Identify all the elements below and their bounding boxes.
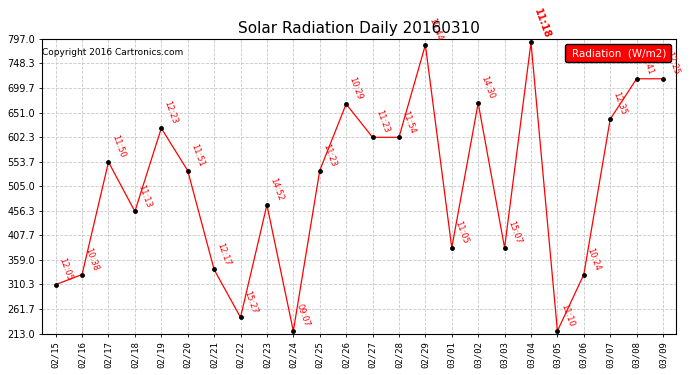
- Text: 12:25: 12:25: [664, 51, 681, 76]
- Text: 11:41: 11:41: [638, 51, 655, 76]
- Text: 12:17: 12:17: [215, 241, 232, 267]
- Text: 15:07: 15:07: [506, 219, 522, 245]
- Legend: Radiation  (W/m2): Radiation (W/m2): [565, 44, 671, 63]
- Text: 12:23: 12:23: [163, 100, 179, 126]
- Text: 14:30: 14:30: [480, 75, 496, 100]
- Text: 10:44: 10:44: [426, 17, 444, 42]
- Text: 11:23: 11:23: [321, 142, 337, 168]
- Text: 14:52: 14:52: [268, 177, 285, 202]
- Text: 11:23: 11:23: [374, 109, 391, 135]
- Text: 09:07: 09:07: [295, 303, 311, 328]
- Text: 11:13: 11:13: [136, 183, 153, 209]
- Text: 12:05: 12:05: [57, 256, 74, 282]
- Text: 11:51: 11:51: [189, 142, 206, 168]
- Text: 10:24: 10:24: [585, 246, 602, 272]
- Text: 12:35: 12:35: [611, 91, 628, 116]
- Text: 11:05: 11:05: [453, 220, 470, 245]
- Text: 11:50: 11:50: [110, 134, 126, 159]
- Text: 10:38: 10:38: [83, 246, 100, 272]
- Text: 15:27: 15:27: [242, 289, 259, 315]
- Text: 10:29: 10:29: [348, 76, 364, 101]
- Text: Copyright 2016 Cartronics.com: Copyright 2016 Cartronics.com: [43, 48, 184, 57]
- Title: Solar Radiation Daily 20160310: Solar Radiation Daily 20160310: [239, 21, 480, 36]
- Text: 11:54: 11:54: [400, 109, 417, 135]
- Text: 11:18: 11:18: [533, 7, 553, 40]
- Text: 11:10: 11:10: [559, 303, 575, 328]
